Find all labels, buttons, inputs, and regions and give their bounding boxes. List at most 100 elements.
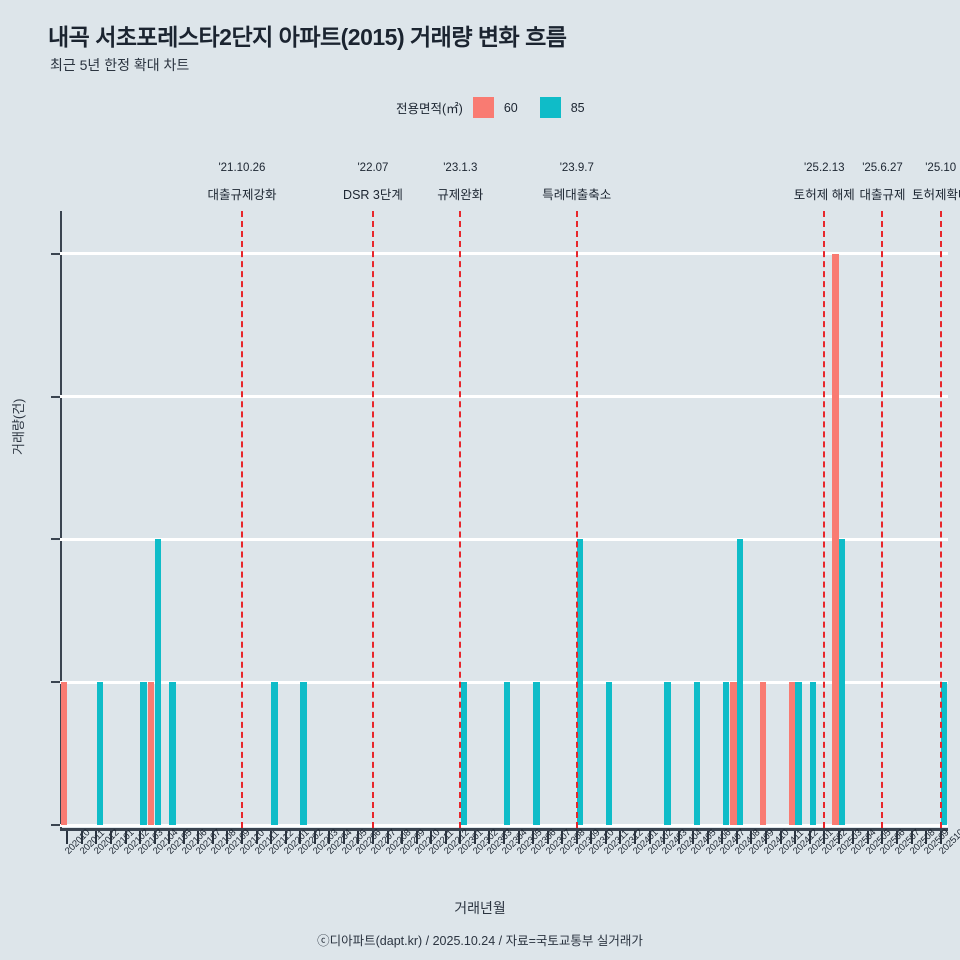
bar-60-202010[interactable] [60, 682, 67, 825]
bar-85-202408[interactable] [737, 539, 744, 825]
x-tick-mark [925, 831, 928, 844]
bar-60-202408[interactable] [730, 682, 737, 825]
bar-85-202306[interactable] [533, 682, 540, 825]
x-tick-mark [401, 831, 404, 844]
x-tick-mark [939, 831, 942, 844]
bar-85-202112[interactable] [271, 682, 278, 825]
y-tick-mark [51, 252, 60, 255]
event-name-202510: 토허제확대 [911, 188, 960, 202]
bar-85-202103[interactable] [140, 682, 147, 825]
x-tick-mark [852, 831, 855, 844]
x-tick-mark [604, 831, 607, 844]
x-tick-mark [808, 831, 811, 844]
legend-swatch-85 [539, 97, 561, 118]
bar-60-202412[interactable] [788, 682, 795, 825]
x-tick-mark [590, 831, 593, 844]
bar-85-202309[interactable] [577, 539, 584, 825]
bar-85-202503[interactable] [839, 539, 846, 825]
x-tick-mark [561, 831, 564, 844]
event-name-202506: 대출규제 [859, 188, 906, 202]
event-date-202502: '25.2.13 [803, 162, 845, 174]
legend-title: 전용면적(㎡) [396, 102, 463, 116]
x-tick-mark [735, 831, 738, 844]
x-tick-mark [240, 831, 243, 844]
gridline [60, 395, 948, 399]
y-tick-mark [51, 395, 60, 398]
x-tick-mark [342, 831, 345, 844]
bar-85-202301[interactable] [460, 682, 467, 825]
legend-swatch-60 [472, 97, 494, 118]
event-date-202309: '23.9.7 [559, 162, 594, 174]
x-tick-mark [663, 831, 666, 844]
x-tick-mark [313, 831, 316, 844]
gridline [60, 823, 948, 827]
x-tick-mark [80, 831, 83, 844]
bar-85-202012[interactable] [96, 682, 103, 825]
x-tick-mark [677, 831, 680, 844]
x-tick-mark [168, 831, 171, 844]
event-line-202301 [459, 211, 462, 828]
event-line-202110 [240, 211, 243, 828]
x-tick-mark [517, 831, 520, 844]
bar-85-202104[interactable] [154, 539, 162, 825]
bar-85-202311[interactable] [606, 682, 613, 825]
x-tick-mark [371, 831, 374, 844]
event-name-202301: 규제완화 [437, 188, 484, 202]
event-date-202110: '21.10.26 [218, 162, 266, 174]
x-tick-mark [634, 831, 637, 844]
x-tick-mark [779, 831, 782, 844]
bar-85-202407[interactable] [722, 682, 729, 825]
x-tick-mark [823, 831, 826, 844]
y-tick-mark [51, 538, 60, 541]
x-axis-label: 거래년월 [454, 900, 506, 916]
bar-85-202105[interactable] [169, 682, 176, 825]
event-date-202510: '25.10 [925, 162, 957, 174]
event-date-202207: '22.07 [357, 162, 389, 174]
x-tick-mark [299, 831, 302, 844]
x-tick-mark [66, 831, 69, 844]
event-line-202207 [371, 211, 374, 828]
bar-60-202503[interactable] [832, 253, 839, 825]
x-tick-mark [910, 831, 913, 844]
x-tick-mark [473, 831, 476, 844]
x-tick-mark [226, 831, 229, 844]
x-tick-mark [794, 831, 797, 844]
x-tick-mark [415, 831, 418, 844]
x-tick-mark [270, 831, 273, 844]
bar-85-202403[interactable] [664, 682, 671, 825]
x-tick-mark [255, 831, 258, 844]
event-date-202506: '25.6.27 [862, 162, 903, 174]
x-tick-mark [881, 831, 884, 844]
event-line-202506 [881, 211, 884, 828]
x-tick-mark [575, 831, 578, 844]
bar-85-202304[interactable] [504, 682, 511, 825]
x-tick-mark [95, 831, 98, 844]
y-axis-spine [60, 211, 62, 828]
page-subtitle: 최근 5년 한정 확대 차트 [50, 57, 190, 73]
x-tick-mark [692, 831, 695, 844]
bar-85-202202[interactable] [300, 682, 307, 825]
bar-85-202405[interactable] [693, 682, 700, 825]
x-tick-mark [124, 831, 127, 844]
x-tick-mark [648, 831, 651, 844]
bar-85-202412[interactable] [795, 682, 802, 825]
x-tick-mark [896, 831, 899, 844]
gridline [60, 252, 948, 256]
x-tick-mark [357, 831, 360, 844]
chart-credit: ⓒ디아파트(dapt.kr) / 2025.10.24 / 자료=국토교통부 실… [317, 934, 643, 948]
chart-legend: 전용면적(㎡) 60 85 [396, 97, 585, 118]
event-date-202301: '23.1.3 [443, 162, 478, 174]
event-name-202207: DSR 3단계 [343, 188, 403, 202]
x-tick-mark [430, 831, 433, 844]
bar-85-202501[interactable] [810, 682, 817, 825]
event-line-202510 [939, 211, 942, 828]
bar-85-202510[interactable] [941, 682, 948, 825]
bar-60-202104[interactable] [148, 682, 155, 825]
event-name-202502: 토허제 해제 [793, 188, 855, 202]
legend-label-60: 60 [503, 100, 518, 115]
x-tick-mark [444, 831, 447, 844]
x-tick-mark [750, 831, 753, 844]
x-tick-mark [284, 831, 287, 844]
bar-60-202410[interactable] [759, 682, 766, 825]
